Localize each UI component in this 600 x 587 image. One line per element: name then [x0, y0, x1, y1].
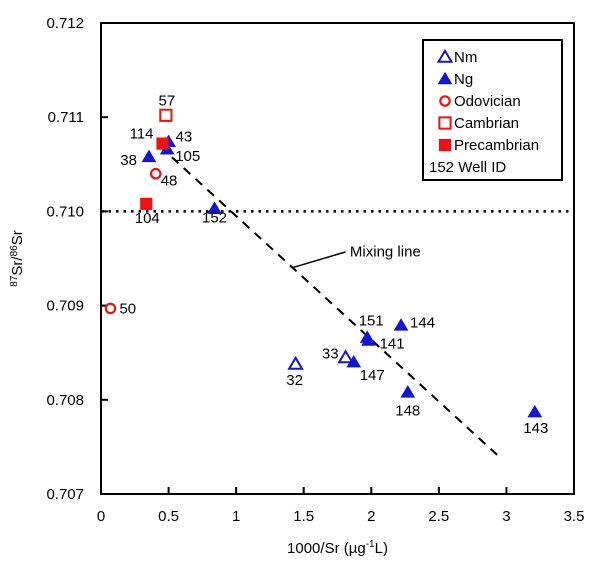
- legend-marker-ng: [437, 71, 453, 85]
- legend-marker-odovician: [439, 95, 451, 107]
- data-point-50-marker: [104, 302, 117, 315]
- x-tick-label: 3.5: [564, 508, 585, 525]
- legend-label-nm: Nm: [454, 49, 477, 66]
- series-precambrian: [140, 137, 169, 210]
- series-odovician: [104, 167, 162, 315]
- legend-box: [422, 39, 563, 181]
- data-point-148-marker: [400, 385, 416, 398]
- x-tick-label: 0: [97, 508, 105, 525]
- data-point-148-label: 148: [395, 402, 420, 419]
- y-tick-label: 0.707: [46, 486, 84, 503]
- data-point-141-label: 141: [380, 335, 405, 352]
- data-point-144-label: 144: [410, 314, 435, 331]
- data-point-147-label: 147: [360, 367, 385, 384]
- mixing-line-dashed: [159, 145, 503, 460]
- data-point-50-label: 50: [119, 300, 136, 317]
- data-point-147-marker: [346, 354, 362, 368]
- y-tick-label: 0.712: [46, 15, 84, 32]
- data-point-114-label: 114: [130, 126, 154, 143]
- legend-marker-cambrian: [438, 116, 452, 130]
- y-tick-label: 0.708: [46, 392, 84, 409]
- data-point-38-label: 38: [120, 152, 137, 169]
- y-axis-title: 87Sr/86Sr: [9, 230, 26, 286]
- y-axis-title-group: 87Sr/86Sr: [9, 230, 26, 286]
- legend-label-cambrian: Cambrian: [454, 115, 519, 132]
- data-point-141-marker: [361, 333, 376, 346]
- data-point-152-label: 152: [202, 210, 227, 227]
- series-ng: [141, 134, 543, 418]
- x-tick-label: 1: [232, 508, 240, 525]
- y-tick-label: 0.709: [46, 298, 84, 315]
- legend-label-precambrian: Precambrian: [454, 137, 539, 154]
- mixing-line-annotation: Mixing line: [350, 244, 421, 261]
- legend: Nm Ng Odovician Cambrian Precambrian 152 Well…: [422, 39, 563, 181]
- data-point-48-label: 48: [161, 173, 178, 190]
- data-point-57-label: 57: [159, 92, 176, 109]
- data-point-144-marker: [393, 318, 409, 331]
- data-point-32-marker: [287, 355, 304, 370]
- data-point-43-label: 43: [176, 129, 193, 146]
- data-point-143-label: 143: [523, 420, 548, 437]
- legend-label-152-well-id: 152 Well ID: [429, 159, 506, 176]
- series-cambrian: [159, 108, 173, 122]
- x-tick-label: 3: [502, 508, 510, 525]
- x-axis-title: 1000/Sr (µg-1L): [287, 539, 388, 557]
- x-tick-label: 2.5: [428, 508, 449, 525]
- legend-label-ng: Ng: [454, 71, 473, 88]
- data-point-48-marker: [149, 167, 162, 180]
- data-point-32-label: 32: [286, 372, 303, 389]
- data-point-152-marker: [207, 201, 222, 214]
- legend-marker-precambrian: [438, 138, 452, 152]
- x-tick-label: 1.5: [293, 508, 314, 525]
- data-point-38-marker: [141, 149, 157, 163]
- data-point-105-label: 105: [175, 148, 200, 165]
- legend-label-odovician: Odovician: [454, 93, 521, 110]
- x-tick-label: 0.5: [158, 508, 179, 525]
- data-point-151-label: 151: [359, 313, 384, 330]
- data-point-33-marker: [337, 349, 354, 364]
- series-nm: [287, 349, 354, 370]
- data-point-104-marker: [140, 197, 153, 210]
- legend-marker-nm: [436, 48, 454, 63]
- y-tick-label: 0.710: [46, 203, 84, 220]
- x-tick-label: 2: [367, 508, 375, 525]
- data-point-57-marker: [159, 108, 173, 122]
- data-point-114-marker: [156, 137, 169, 150]
- data-point-143-marker: [527, 404, 543, 418]
- annotation-leader-line: [291, 251, 346, 269]
- data-point-33-label: 33: [322, 345, 339, 362]
- data-point-104-label: 104: [135, 210, 160, 227]
- y-tick-label: 0.711: [48, 109, 84, 126]
- plot-frame: [100, 22, 575, 495]
